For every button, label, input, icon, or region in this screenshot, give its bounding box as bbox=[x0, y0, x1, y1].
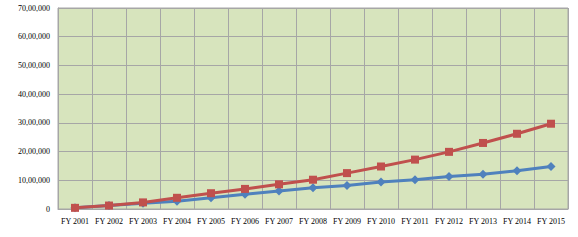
svg-text:FY 2001: FY 2001 bbox=[61, 217, 89, 226]
svg-text:30,00,000: 30,00,000 bbox=[18, 118, 50, 127]
svg-text:50,00,000: 50,00,000 bbox=[18, 61, 50, 70]
svg-text:FY 2012: FY 2012 bbox=[435, 217, 463, 226]
svg-text:FY 2003: FY 2003 bbox=[129, 217, 157, 226]
svg-text:FY 2002: FY 2002 bbox=[95, 217, 123, 226]
svg-text:FY 2013: FY 2013 bbox=[469, 217, 497, 226]
svg-text:0: 0 bbox=[46, 205, 50, 214]
svg-text:FY 2005: FY 2005 bbox=[197, 217, 225, 226]
svg-text:FY 2011: FY 2011 bbox=[401, 217, 429, 226]
svg-text:FY 2010: FY 2010 bbox=[367, 217, 395, 226]
svg-text:FY 2006: FY 2006 bbox=[231, 217, 259, 226]
svg-text:20,00,000: 20,00,000 bbox=[18, 147, 50, 156]
svg-text:FY 2009: FY 2009 bbox=[333, 217, 361, 226]
svg-text:60,00,000: 60,00,000 bbox=[18, 32, 50, 41]
svg-text:40,00,000: 40,00,000 bbox=[18, 90, 50, 99]
svg-text:FY 2007: FY 2007 bbox=[265, 217, 293, 226]
svg-text:FY 2004: FY 2004 bbox=[163, 217, 191, 226]
svg-text:70,00,000: 70,00,000 bbox=[18, 4, 50, 13]
svg-text:FY 2014: FY 2014 bbox=[503, 217, 531, 226]
svg-text:FY 2015: FY 2015 bbox=[537, 217, 565, 226]
svg-text:10,00,000: 10,00,000 bbox=[18, 176, 50, 185]
svg-text:FY 2008: FY 2008 bbox=[299, 217, 327, 226]
